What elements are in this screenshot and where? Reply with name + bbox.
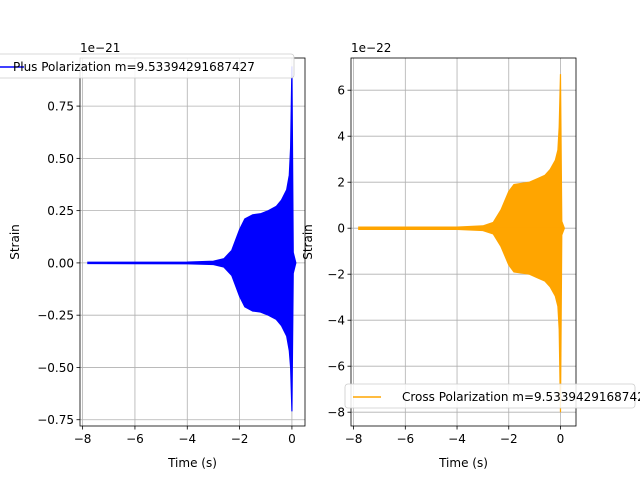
x-tick-label: −4 [178,432,196,446]
chart-panel-1: −8 −6 −4 −2 0 −0.75 −0.50 −0.25 0.00 0.25 0.50 0.75… [8,41,306,470]
series-line-1 [358,74,566,413]
y-tick-label: 0.00 [47,256,74,270]
x-tick-label: 0 [288,432,296,446]
chart-panel-2: −8 −6 −4 −2 0 −8 −6 −4 −2 0 2 4 6 1e−22 Time (s) Strain [301,41,577,470]
y-tick-label: 0.25 [47,204,74,218]
x-tick-label: −2 [231,432,249,446]
y-tick-label: 0.50 [47,152,74,166]
y-axis-label: Strain [8,224,22,260]
x-tick-label: −2 [500,432,518,446]
y-tick-label: 2 [337,176,345,190]
y-tick-label: −8 [327,406,345,420]
legend-1: Plus Polarization m=9.53394291687427 [0,53,295,79]
x-tick-label: −6 [126,432,144,446]
x-axis-label: Time (s) [167,456,217,470]
legend-label: Cross Polarization m=9.53394291687427 [402,390,640,404]
y-tick-label: 0.75 [47,100,74,114]
legend-label: Plus Polarization m=9.53394291687427 [13,60,255,74]
y-tick-label: −2 [327,268,345,282]
y-offset-text: 1e−22 [351,41,391,55]
x-tick-label: −8 [345,432,363,446]
y-tick-label: −0.50 [37,361,74,375]
y-tick-label: −6 [327,360,345,374]
legend-box [0,53,295,79]
series-line-1 [87,66,297,412]
x-tick-label: −4 [448,432,466,446]
y-offset-text: 1e−21 [80,41,120,55]
y-tick-label: −0.25 [37,309,74,323]
x-tick-label: −8 [74,432,92,446]
x-tick-label: −6 [396,432,414,446]
y-tick-label: −4 [327,314,345,328]
x-tick-label: 0 [557,432,565,446]
y-tick-label: 6 [337,84,345,98]
x-axis-label: Time (s) [438,456,488,470]
y-axis-label: Strain [301,224,315,260]
axes-frame [350,57,577,427]
y-tick-label: 4 [337,130,345,144]
y-tick-label: 0 [337,222,345,236]
legend-box [344,383,636,409]
y-tick-label: −0.75 [37,413,74,427]
legend-2: Cross Polarization m=9.53394291687427 [344,383,640,409]
